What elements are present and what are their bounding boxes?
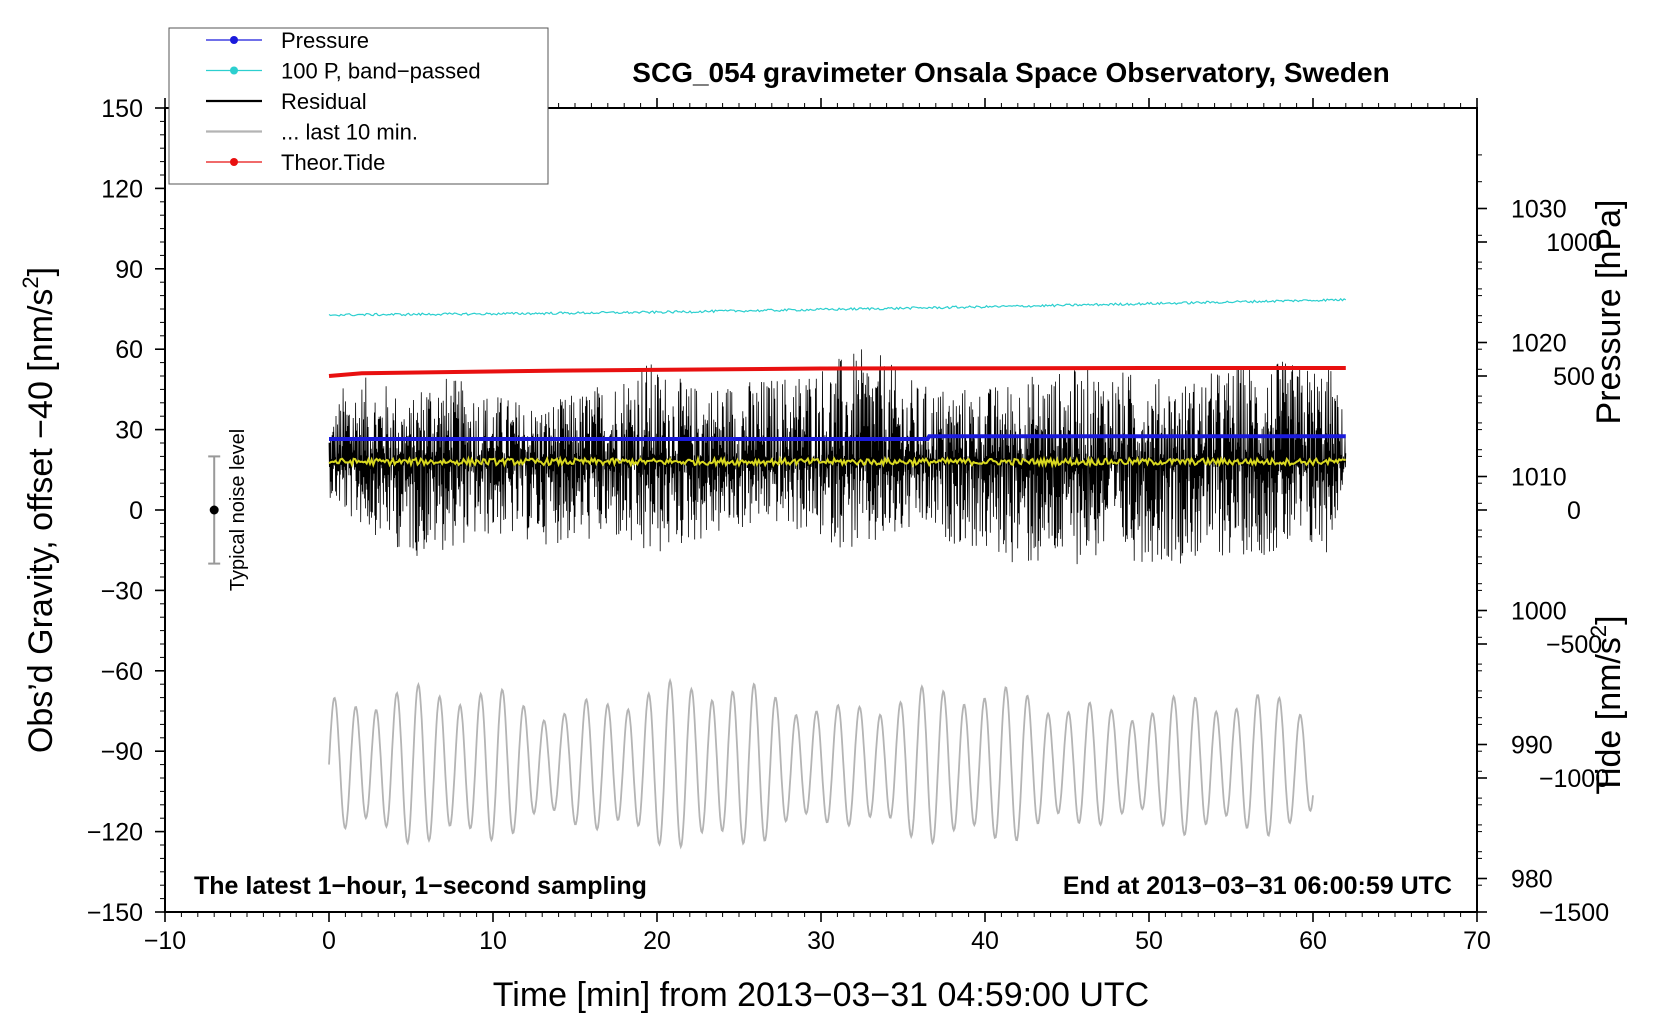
annotation-left: The latest 1−hour, 1−second sampling	[194, 872, 647, 900]
y-left-tick-label: 60	[115, 336, 143, 364]
legend-label: ... last 10 min.	[281, 120, 418, 145]
y-left-tick-label: −120	[87, 819, 143, 847]
legend-label: 100 P, band−passed	[281, 59, 481, 84]
legend-label: Pressure	[281, 28, 369, 53]
legend-item: Pressure	[206, 28, 369, 53]
x-tick-label: 0	[322, 927, 336, 955]
pressure-axis-ticks: 1030 1020 1010 1000 990 980	[1477, 154, 1567, 894]
x-tick-label: 60	[1299, 927, 1327, 955]
tide-axis-ticks: 1000 500 0 −500 −1000 −1500	[1477, 229, 1609, 927]
legend-label: Theor.Tide	[281, 150, 385, 175]
x-tick-label: −10	[144, 927, 186, 955]
series-theor-tide	[328, 366, 1346, 378]
tide-tick-label: −1500	[1539, 899, 1609, 927]
tide-tick-label: 1000	[1546, 229, 1602, 257]
noise-bar-group: Typical noise level	[208, 429, 249, 591]
y-left-tick-label: 0	[129, 497, 143, 525]
tide-tick-label: 0	[1567, 497, 1581, 525]
y-left-tick-label: −150	[87, 899, 143, 927]
tide-axis-label-sup: 2	[1586, 625, 1611, 637]
y-left-tick-label: −30	[101, 577, 143, 605]
pressure-tick-label: 1020	[1511, 330, 1567, 358]
legend-items: Pressure 100 P, band−passed Residual ... la…	[206, 28, 481, 175]
x-tick-label: 50	[1135, 927, 1163, 955]
y-left-tick-label: 120	[101, 175, 143, 203]
legend-item: 100 P, band−passed	[206, 59, 481, 84]
x-tick-label: 20	[643, 927, 671, 955]
legend-marker	[230, 36, 238, 44]
legend-marker	[230, 158, 238, 166]
pressure-tick-label: 980	[1511, 866, 1553, 894]
series-pressure-bandpassed	[328, 297, 1347, 317]
annotation-right: End at 2013−03−31 06:00:59 UTC	[1063, 872, 1452, 900]
y-left-tick-label: 90	[115, 256, 143, 284]
legend-box	[168, 27, 549, 185]
tide-tick-label: 500	[1553, 363, 1595, 391]
legend-label: Residual	[281, 89, 367, 114]
x-tick-label: 30	[807, 927, 835, 955]
y-left-axis-ticks: 150 120 90 60 30 0 −30 −60 −90 −120 −150	[87, 95, 165, 927]
series-pressure	[329, 434, 1346, 441]
tide-axis-label: Tide [nm/s2]	[1586, 615, 1628, 794]
series-residual	[328, 349, 1347, 565]
pressure-tick-label: 1030	[1511, 196, 1567, 224]
pressure-tick-label: 990	[1511, 732, 1553, 760]
y-left-axis-label: Obs’d Gravity, offset −40 [nm/s2]	[18, 267, 60, 753]
chart-title: SCG_054 gravimeter Onsala Space Observat…	[632, 57, 1389, 88]
noise-label: Typical noise level	[227, 429, 249, 591]
legend-item: ... last 10 min.	[206, 120, 418, 145]
y-left-tick-label: 150	[101, 95, 143, 123]
series-layer	[328, 297, 1347, 850]
pressure-tick-label: 1000	[1511, 598, 1567, 626]
x-tick-label: 10	[479, 927, 507, 955]
x-axis-label: Time [min] from 2013−03−31 04:59:00 UTC	[493, 976, 1149, 1014]
y-left-tick-label: −60	[101, 658, 143, 686]
series-last-10-min	[328, 677, 1314, 850]
legend-item: Residual	[206, 89, 367, 114]
tide-tick-label: −500	[1546, 631, 1602, 659]
legend-item: Theor.Tide	[206, 150, 385, 175]
pressure-tick-label: 1010	[1511, 464, 1567, 492]
tide-tick-label: −1000	[1539, 765, 1609, 793]
legend: Pressure 100 P, band−passed Residual ... la…	[168, 27, 549, 185]
x-tick-label: 70	[1463, 927, 1491, 955]
pressure-axis-label: Pressure [hPa]	[1590, 200, 1628, 425]
legend-marker	[230, 66, 238, 75]
y-left-tick-label: −90	[101, 738, 143, 766]
y-left-axis-label-sup: 2	[18, 276, 43, 288]
series-residual-smoothed	[328, 455, 1346, 469]
x-tick-label: 40	[971, 927, 999, 955]
y-left-tick-label: 30	[115, 417, 143, 445]
noise-point	[209, 505, 219, 515]
